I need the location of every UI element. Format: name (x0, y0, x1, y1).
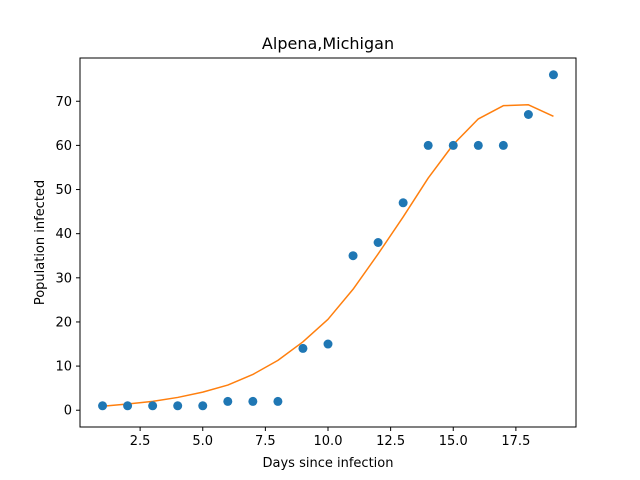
axes-frame (79, 57, 577, 428)
data-point (348, 251, 358, 261)
x-tick-label: 17.5 (501, 434, 530, 449)
data-point (148, 401, 158, 411)
data-point (223, 396, 233, 406)
y-tick-label: 30 (55, 271, 72, 286)
data-point (123, 401, 133, 411)
y-tick-label: 0 (64, 404, 72, 419)
fit-line (102, 104, 554, 407)
y-axis-label: Population infected (33, 180, 48, 305)
data-point (398, 198, 408, 208)
x-axis-label: Days since infection (263, 456, 394, 471)
y-tick-label: 10 (55, 360, 72, 375)
y-tick-label: 20 (55, 315, 72, 330)
data-point (498, 140, 508, 150)
data-point (273, 396, 283, 406)
x-tick-label: 2.5 (130, 434, 151, 449)
data-point (198, 401, 208, 411)
data-point (373, 238, 383, 247)
data-point (173, 401, 183, 411)
x-tick-label: 5.0 (192, 434, 213, 449)
chart-title: Alpena,Michigan (262, 34, 394, 53)
data-point (448, 140, 458, 150)
x-tick-label: 7.5 (255, 434, 276, 449)
data-point (323, 339, 333, 349)
y-tick-label: 60 (55, 139, 72, 154)
data-point (473, 140, 483, 150)
data-point (98, 401, 108, 411)
x-tick-label: 10.0 (314, 434, 343, 449)
data-point (248, 396, 258, 406)
x-tick-label: 15.0 (439, 434, 468, 449)
data-point (423, 140, 433, 150)
y-tick-label: 50 (55, 183, 72, 198)
x-tick-label: 12.5 (376, 434, 405, 449)
data-point (298, 343, 308, 353)
y-tick-label: 70 (55, 95, 72, 110)
y-tick-label: 40 (55, 227, 72, 242)
data-point (548, 70, 558, 80)
data-point (523, 110, 533, 119)
